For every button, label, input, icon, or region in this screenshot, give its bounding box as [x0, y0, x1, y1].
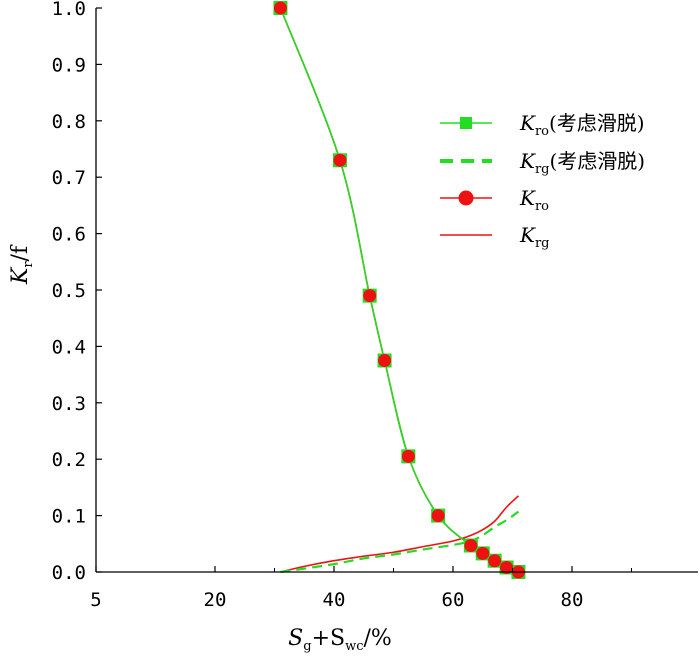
y-tick-label: 0.9 [52, 54, 86, 76]
series-line-2 [279, 7, 519, 573]
y-tick-label: 0.5 [52, 280, 86, 302]
marker-circle [464, 538, 478, 552]
marker-circle [333, 153, 347, 167]
legend-item-kro: Kro [440, 186, 549, 214]
y-tick-label: 0.8 [52, 111, 86, 133]
marker-circle [431, 509, 445, 523]
marker-circle [363, 289, 377, 303]
plot-area [273, 1, 526, 579]
legend-item-kro-slip: Kro(考虑滑脱) [440, 111, 645, 139]
legend-marker-square [460, 117, 472, 129]
x-tick-label: 60 [442, 589, 465, 611]
axes [95, 8, 698, 573]
y-tick-label: 0.2 [52, 449, 86, 471]
series-line-3 [280, 495, 520, 573]
marker-circle [476, 546, 490, 560]
marker-circle [273, 1, 287, 15]
legend-label-krg: Krg [519, 223, 550, 251]
legend: Kro(考虑滑脱) Krg(考虑滑脱) Kro Krg [440, 111, 645, 251]
marker-circle [378, 354, 392, 367]
marker-circle [401, 449, 415, 463]
series-line-1 [280, 510, 520, 574]
legend-label-kro-slip: Kro(考虑滑脱) [519, 111, 645, 139]
y-tick-label: 0.4 [52, 336, 86, 358]
series-line-0 [279, 7, 519, 573]
x-tick-label: 40 [323, 589, 346, 611]
y-tick-label: 0.1 [52, 506, 86, 528]
marker-circle [500, 560, 514, 574]
legend-label-kro: Kro [519, 186, 549, 214]
marker-circle [488, 554, 502, 568]
tick-marks: 0.0 0.1 0.2 0.3 0.4 0.5 0.6 0.7 0.8 0.9 1.0 5 20 40 60… [52, 0, 632, 611]
legend-item-krg-slip: Krg(考虑滑脱) [440, 149, 645, 177]
y-tick-label: 0.7 [52, 167, 86, 189]
y-tick-label: 1.0 [52, 0, 86, 20]
legend-item-krg: Krg [440, 223, 550, 251]
x-tick-label: 20 [204, 589, 227, 611]
x-tick-label: 5 [90, 589, 101, 611]
x-axis-label: Sg+Swc/% [288, 626, 392, 654]
y-tick-label: 0.0 [52, 562, 86, 584]
x-tick-label: 80 [561, 589, 584, 611]
legend-label-krg-slip: Krg(考虑滑脱) [519, 149, 645, 177]
y-axis-label: Kr/f [8, 244, 36, 285]
y-tick-label: 0.6 [52, 224, 86, 246]
y-tick-label: 0.3 [52, 393, 86, 415]
legend-marker-circle [458, 190, 474, 206]
